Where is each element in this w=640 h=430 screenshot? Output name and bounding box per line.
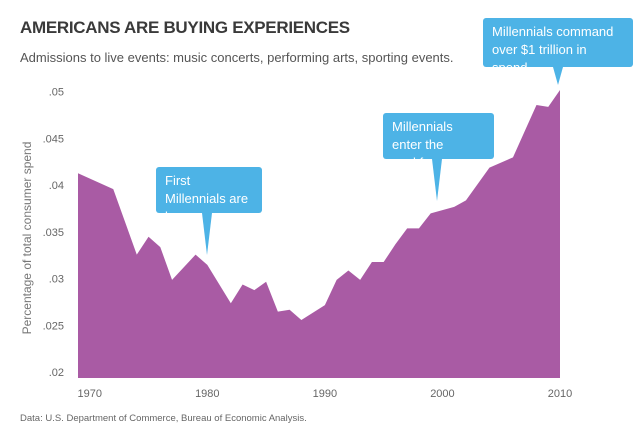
y-tick-label: .05	[49, 87, 64, 99]
x-tick-label: 1970	[78, 388, 102, 400]
annotation: Millennials enter the workforce	[383, 113, 494, 201]
x-tick-label: 2010	[548, 388, 572, 400]
x-tick-label: 1980	[195, 388, 219, 400]
chart-subtitle: Admissions to live events: music concert…	[20, 50, 454, 65]
annotation: Millennials command over $1 trillion in …	[483, 18, 633, 85]
annotation: First Millennials are born	[156, 167, 262, 255]
source-note: Data: U.S. Department of Commerce, Burea…	[20, 413, 307, 424]
x-tick-label: 1990	[313, 388, 337, 400]
y-tick-label: .035	[43, 227, 64, 239]
y-tick-label: .045	[43, 133, 64, 145]
chart-title: AMERICANS ARE BUYING EXPERIENCES	[20, 18, 350, 37]
x-tick-label: 2000	[430, 388, 454, 400]
y-axis-label: Percentage of total consumer spend	[20, 142, 34, 335]
y-tick-label: .03	[49, 274, 64, 286]
y-tick-label: .04	[49, 180, 64, 192]
y-tick-label: .02	[49, 367, 64, 379]
area	[78, 90, 560, 378]
y-tick-label: .025	[43, 320, 64, 332]
